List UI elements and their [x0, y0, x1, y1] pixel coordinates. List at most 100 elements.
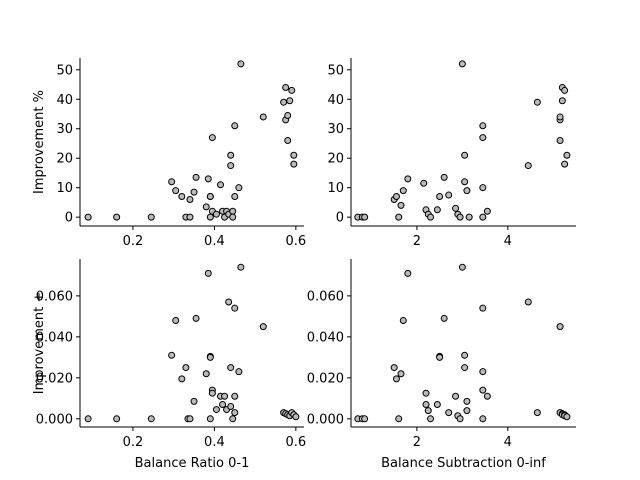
scatter-point: [420, 179, 428, 187]
scatter-point: [186, 415, 194, 423]
scatter-point: [479, 134, 487, 142]
scatter-point: [461, 178, 469, 186]
scatter-point: [422, 400, 430, 408]
scatter-point: [202, 370, 210, 378]
scatter-point: [208, 134, 216, 142]
scatter-point: [433, 400, 441, 408]
scatter-point: [433, 206, 441, 214]
scatter-point: [445, 409, 453, 417]
y-tick-label: 0.020: [307, 371, 344, 386]
scatter-point: [479, 415, 487, 423]
y-tick-label: 0: [336, 211, 344, 226]
scatter-point: [206, 353, 214, 361]
y-tick-label: 40: [56, 93, 73, 108]
scatter-point: [404, 269, 412, 277]
y-tick-label: 30: [327, 122, 344, 137]
scatter-point: [202, 203, 210, 211]
scatter-point: [231, 122, 239, 130]
scatter-point: [561, 86, 569, 94]
scatter-point: [461, 364, 469, 372]
scatter-point: [168, 178, 176, 186]
scatter-point: [465, 213, 473, 221]
scatter-point: [229, 415, 237, 423]
scatter-point: [147, 213, 155, 221]
scatter-point: [231, 193, 239, 201]
scatter-point: [461, 151, 469, 159]
scatter-point: [556, 137, 564, 145]
y-tick-label: 0.020: [36, 371, 73, 386]
y-tick-label: 10: [327, 181, 344, 196]
scatter-point: [424, 407, 432, 415]
x-tick-label: 4: [504, 234, 512, 249]
x-axis-label: Balance Ratio 0-1: [135, 456, 250, 471]
scatter-point: [440, 314, 448, 322]
scatter-point: [219, 400, 227, 408]
y-tick-label: 20: [327, 152, 344, 167]
scatter-point: [172, 316, 180, 324]
x-axis-label: Balance Subtraction 0-inf: [381, 456, 546, 471]
y-tick-label: 0.040: [36, 330, 73, 345]
scatter-point: [84, 213, 92, 221]
scatter-point: [479, 386, 487, 394]
scatter-point: [182, 364, 190, 372]
y-tick-label: 0.040: [307, 330, 344, 345]
scatter-point: [392, 193, 400, 201]
scatter-point: [172, 187, 180, 195]
scatter-point: [556, 323, 564, 331]
scatter-point: [192, 173, 200, 181]
scatter-point: [397, 201, 405, 209]
scatter-point: [206, 213, 214, 221]
scatter-point: [186, 195, 194, 203]
scatter-point: [395, 213, 403, 221]
scatter-point: [147, 415, 155, 423]
scatter-point: [404, 175, 412, 183]
scatter-point: [440, 173, 448, 181]
scatter-point: [282, 83, 290, 91]
x-tick-label: 2: [413, 435, 421, 450]
scatter-point: [399, 316, 407, 324]
scatter-point: [458, 60, 466, 68]
y-tick-label: 0.000: [36, 412, 73, 427]
scatter-point: [479, 213, 487, 221]
scatter-point: [217, 181, 225, 189]
scatter-point: [284, 137, 292, 145]
y-tick-label: 0.060: [36, 289, 73, 304]
scatter-point: [479, 184, 487, 192]
panel-bottom-right: 2 4 0.000 0.020 0.040 0.060 Balance Subtractio…: [307, 259, 576, 471]
scatter-point: [84, 415, 92, 423]
scatter-point: [361, 213, 369, 221]
y-tick-label: 30: [56, 122, 73, 137]
scatter-point: [221, 392, 229, 400]
scatter-point: [227, 403, 235, 411]
x-tick-label: 0.4: [204, 234, 225, 249]
scatter-point: [212, 210, 220, 218]
scatter-point: [561, 160, 569, 168]
scatter-point: [186, 213, 194, 221]
scatter-point: [558, 97, 566, 105]
scatter-point: [395, 415, 403, 423]
scatter-point: [463, 407, 471, 415]
scatter-point: [563, 151, 571, 159]
y-tick-label: 50: [56, 63, 73, 78]
y-tick-label: 10: [56, 181, 73, 196]
scatter-point: [397, 370, 405, 378]
scatter-point: [390, 364, 398, 372]
scatter-point: [483, 207, 491, 215]
x-tick-label: 2: [413, 234, 421, 249]
y-axis-label: Improvement %: [32, 90, 47, 194]
scatter-point: [463, 397, 471, 405]
scatter-point: [280, 98, 288, 106]
scatter-point: [392, 375, 400, 383]
scatter-point: [456, 213, 464, 221]
scatter-point: [436, 193, 444, 201]
y-tick-label: 0.000: [307, 412, 344, 427]
scatter-point: [168, 351, 176, 359]
scatter-point: [463, 187, 471, 195]
scatter-point: [563, 413, 571, 421]
y-tick-label: 50: [327, 63, 344, 78]
scatter-point: [237, 263, 245, 271]
x-tick-label: 0.6: [286, 234, 307, 249]
scatter-point: [479, 368, 487, 376]
y-tick-label: 0.060: [307, 289, 344, 304]
scatter-point: [361, 415, 369, 423]
